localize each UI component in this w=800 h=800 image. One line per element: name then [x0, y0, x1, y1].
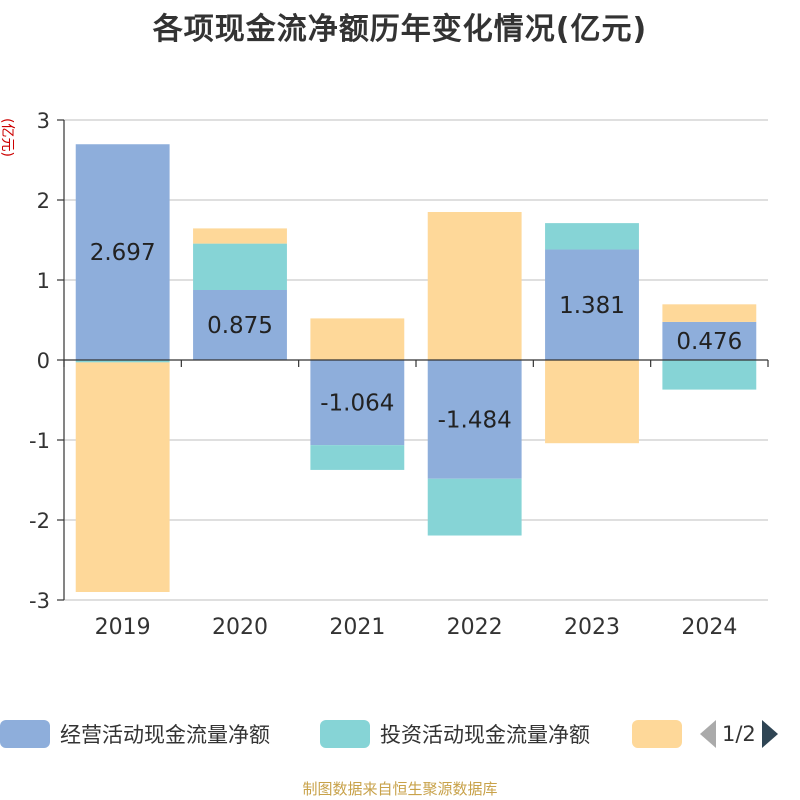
bar-s2-2020	[193, 228, 287, 244]
bar-s0-2019	[75, 144, 170, 360]
source-note: 制图数据来自恒生聚源数据库	[302, 780, 498, 798]
bar-s1-2023	[545, 223, 639, 250]
chart-title: 各项现金流净额历年变化情况(亿元)	[152, 12, 648, 47]
y-tick-label-0: 3	[37, 109, 50, 133]
bar-s2-2022	[427, 212, 522, 360]
data-label-2023: 1.381	[559, 293, 625, 319]
bar-s2-2019	[75, 362, 170, 592]
bar-s0-2020	[193, 290, 287, 360]
bar-s0-2021	[310, 360, 405, 446]
bar-s0-2022	[427, 360, 522, 479]
x-tick-label-2021: 2021	[329, 615, 385, 640]
pager-next-icon[interactable]	[761, 720, 778, 748]
x-tick-label-2019: 2019	[95, 615, 151, 640]
y-tick-label-6: -3	[29, 589, 50, 613]
legend-label-investing: 投资活动现金流量净额	[380, 723, 590, 747]
x-tick-label-2023: 2023	[564, 615, 620, 640]
bar-s0-2024	[662, 321, 757, 360]
data-label-2019: 2.697	[90, 240, 156, 266]
bar-s2-2023	[545, 360, 639, 444]
bar-s1-2021	[310, 445, 405, 470]
bar-s1-2020	[193, 243, 287, 290]
bar-s1-2024	[662, 360, 757, 390]
bar-s2-2024	[662, 304, 757, 322]
bar-s1-2019	[75, 360, 170, 363]
legend-swatch-investing	[320, 720, 370, 748]
x-tick-label-2020: 2020	[212, 615, 268, 640]
y-tick-label-4: -1	[29, 429, 50, 453]
data-label-2024: 0.476	[676, 329, 742, 355]
legend-label-operating: 经营活动现金流量净额	[60, 723, 270, 747]
data-label-2021: -1.064	[320, 391, 394, 417]
bar-s0-2023	[545, 249, 639, 360]
y-tick-label-3: 0	[37, 349, 50, 373]
data-label-2020: 0.875	[207, 313, 273, 339]
pager-prev-icon[interactable]	[700, 720, 716, 748]
data-label-2022: -1.484	[438, 407, 512, 433]
bar-s2-2021	[310, 318, 405, 360]
x-tick-label-2024: 2024	[681, 615, 737, 640]
x-tick-label-2022: 2022	[447, 615, 503, 640]
pager-text: 1/2	[722, 722, 756, 746]
legend: 经营活动现金流量净额 投资活动现金流量净额	[0, 716, 800, 752]
legend-swatch-operating	[0, 720, 50, 748]
legend-pager: 1/2	[700, 716, 778, 752]
legend-item-investing[interactable]: 投资活动现金流量净额	[320, 716, 590, 752]
chart-canvas: 3 2 1 0 -1 -2 -3 2.697 0.875 -1.064 -1.484 1.381 0.4…	[29, 109, 769, 640]
y-tick-label-5: -2	[29, 509, 50, 533]
y-tick-label-1: 2	[37, 189, 50, 213]
legend-item-operating[interactable]: 经营活动现金流量净额	[0, 716, 270, 752]
legend-swatch-financing	[632, 720, 682, 748]
bar-s1-2022	[427, 478, 522, 536]
y-tick-label-2: 1	[37, 269, 50, 293]
legend-item-financing[interactable]	[632, 716, 682, 752]
